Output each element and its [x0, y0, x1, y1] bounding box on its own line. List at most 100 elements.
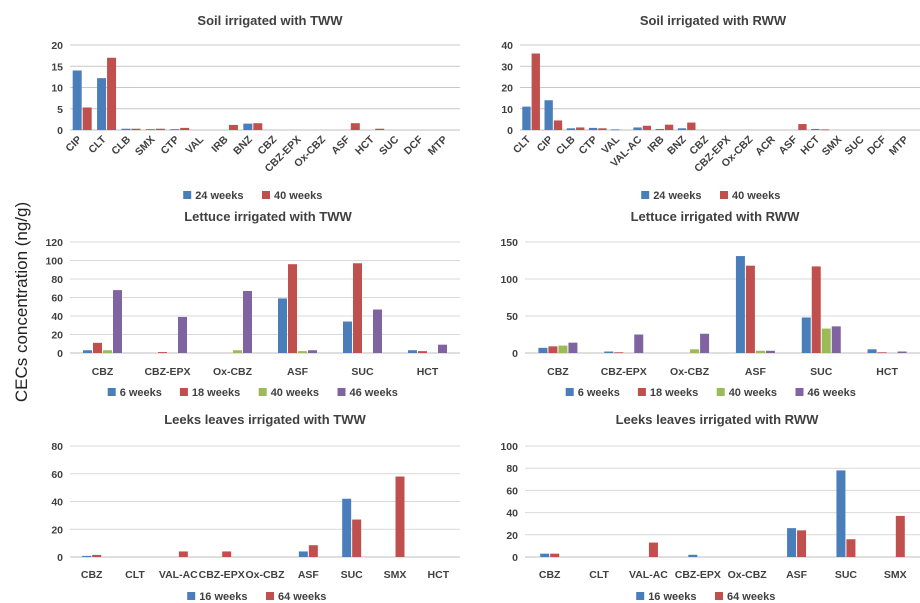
x-tick-label: CIP [63, 134, 84, 155]
bar-asf-3 [755, 350, 765, 353]
bar-irb-2 [228, 124, 238, 130]
x-tick-label: Ox-CBZ [213, 366, 253, 378]
bar-clt-2 [107, 57, 117, 130]
bar-cbz-4 [113, 290, 122, 353]
x-tick-label: CLT [125, 569, 145, 581]
bar-asf-4 [308, 350, 317, 353]
y-tick-label: 100 [500, 441, 518, 453]
bar-val-1 [611, 129, 620, 131]
bar-cbz-2 [548, 346, 558, 353]
bar-cbz-epx-2 [222, 551, 232, 557]
chart-legend: 24 weeks 40 weeks [183, 190, 322, 202]
bar-suc-4 [373, 309, 382, 353]
chart-title: Lettuce irrigated with TWW [184, 209, 352, 224]
x-tick-label: CBZ-EPX [199, 569, 245, 581]
y-tick-label: 80 [506, 463, 518, 475]
legend-label: 40 weeks [732, 190, 780, 202]
legend-label: 24 weeks [195, 190, 243, 202]
bar-bnz-1 [677, 128, 687, 130]
bar-val-ac-1 [633, 127, 642, 130]
bar-suc-3 [821, 328, 831, 353]
legend-swatch [183, 191, 192, 199]
x-tick-label: SUC [351, 366, 374, 378]
bar-hct-1 [811, 128, 820, 130]
chart-title: Lettuce irrigated with RWW [631, 209, 800, 224]
bar-clb-1 [566, 128, 576, 130]
x-tick-label: CLT [86, 133, 109, 156]
x-tick-label: ASF [745, 366, 767, 378]
x-tick-label: HCT [876, 366, 898, 378]
y-tick-label: 20 [51, 330, 63, 342]
legend-swatch [715, 592, 723, 600]
bar-suc-1 [801, 317, 811, 353]
x-tick-label: SUC [842, 133, 866, 157]
x-tick-label: HCT [417, 366, 439, 378]
bar-clb-2 [131, 128, 141, 130]
bar-cbz-epx-1 [688, 554, 698, 557]
chart-title: Leeks leaves irrigated with TWW [164, 412, 366, 427]
x-tick-label: MTP [887, 134, 911, 158]
legend-swatch [262, 191, 270, 199]
legend-swatch [258, 388, 267, 396]
bar-asf-2 [288, 264, 297, 353]
bar-ox-cbz-3 [690, 349, 700, 353]
bar-cbz-1 [83, 350, 92, 353]
x-tick-label: SUC [341, 569, 364, 581]
bar-suc-2 [811, 266, 821, 353]
chart-legend: 6 weeks 18 weeks 40 weeks 46 weeks [107, 387, 398, 399]
bar-suc-1 [343, 321, 352, 353]
x-tick-label: IRB [209, 133, 231, 155]
legend-label: 40 weeks [271, 387, 319, 399]
y-tick-label: 0 [57, 125, 63, 137]
x-tick-label: SUC [377, 133, 401, 157]
legend-swatch [636, 592, 645, 600]
bar-cip-1 [544, 100, 553, 130]
y-tick-label: 5 [57, 104, 63, 116]
bar-hct-1 [867, 349, 877, 353]
legend-label: 6 weeks [120, 387, 162, 399]
y-tick-label: 60 [51, 293, 63, 305]
y-tick-label: 20 [501, 83, 513, 95]
y-tick-label: 10 [501, 104, 513, 116]
bar-cbz-epx-4 [634, 334, 644, 353]
bar-smx-2 [395, 476, 405, 557]
bar-cip-2 [553, 120, 563, 130]
bar-suc-2 [846, 539, 856, 557]
legend-label: 64 weeks [727, 591, 775, 603]
bar-cip-1 [72, 70, 82, 130]
y-tick-label: 120 [45, 237, 63, 249]
x-tick-label: CLT [589, 569, 609, 581]
y-tick-label: 15 [51, 61, 63, 73]
chart-panel-2: Soil irrigated with RWW 0 10 20 30 40 CLT CIPCL… [501, 13, 920, 202]
chart-panel-5: Leeks leaves irrigated with TWW 0 20 40 60 80… [51, 412, 460, 603]
legend-swatch [179, 388, 188, 396]
bar-cbz-epx-2 [158, 352, 167, 353]
x-tick-label: HCT [428, 569, 450, 581]
legend-label: 64 weeks [278, 591, 326, 603]
chart-title: Soil irrigated with RWW [640, 13, 787, 28]
x-tick-label: CBZ [539, 569, 561, 581]
bar-cbz-1 [82, 555, 92, 557]
x-tick-label: CLB [109, 133, 133, 157]
bar-hct-2 [820, 129, 829, 131]
chart-panel-3: Lettuce irrigated with TWW 0 20 40 60 80 100 12… [45, 209, 460, 399]
bar-cbz-3 [103, 350, 112, 353]
bar-hct-1 [408, 350, 417, 353]
bar-bnz-2 [253, 123, 263, 130]
bar-cbz-3 [558, 345, 568, 353]
bar-cbz-epx-2 [614, 352, 624, 354]
bar-cbz-4 [568, 342, 578, 353]
bar-clt-1 [97, 78, 107, 130]
x-tick-label: SUC [810, 366, 833, 378]
bar-cbz-epx-1 [604, 351, 614, 353]
chart-panel-4: Lettuce irrigated with RWW 0 50 100 150 CBZ CB… [500, 209, 920, 399]
y-tick-label: 80 [51, 274, 63, 286]
legend-label: 18 weeks [192, 387, 240, 399]
bar-asf-2 [797, 530, 807, 557]
y-tick-label: 10 [51, 83, 63, 95]
y-tick-label: 60 [51, 469, 63, 481]
legend-label: 24 weeks [653, 190, 701, 202]
x-tick-label: CBZ-EPX [675, 569, 721, 581]
bar-asf-2 [745, 265, 755, 353]
